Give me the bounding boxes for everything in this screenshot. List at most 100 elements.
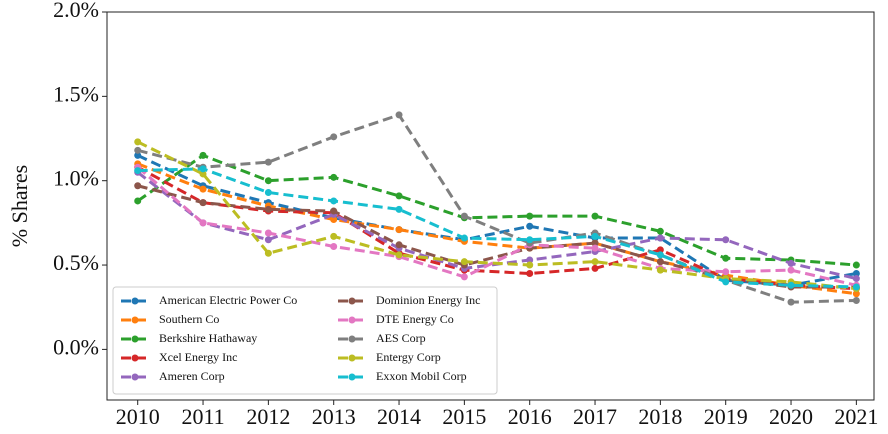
data-point [591, 212, 599, 220]
series-line [136, 153, 857, 267]
x-tick-label: 2015 [442, 404, 486, 429]
legend-box [112, 286, 498, 395]
data-point [852, 296, 860, 304]
data-point [656, 234, 664, 242]
data-point [526, 261, 534, 269]
series-line [137, 113, 857, 304]
data-point [656, 251, 664, 259]
data-point [264, 158, 272, 166]
y-tick-label: 0.0% [53, 334, 99, 359]
data-point [852, 283, 860, 291]
legend-label: Southern Co [159, 312, 219, 326]
data-point [460, 212, 468, 220]
legend-label: Entergy Corp [376, 350, 441, 364]
data-point [395, 111, 403, 119]
legend-marker [131, 316, 139, 324]
data-point [330, 242, 338, 250]
x-tick-label: 2012 [246, 404, 290, 429]
legend-label: Dominion Energy Inc [376, 293, 480, 307]
x-tick-label: 2016 [508, 404, 552, 429]
legend-label: Xcel Energy Inc [159, 350, 237, 364]
legend-label: Berkshire Hathaway [159, 331, 257, 345]
legend-label: Exxon Mobil Corp [376, 369, 467, 383]
x-tick-label: 2011 [181, 404, 224, 429]
data-point [722, 254, 730, 262]
data-point [134, 197, 142, 205]
data-point [330, 133, 338, 141]
data-point [199, 151, 207, 159]
x-tick-label: 2019 [704, 404, 748, 429]
data-point [656, 246, 664, 254]
legend-marker [348, 335, 356, 343]
data-point [134, 182, 142, 190]
series-line [137, 140, 857, 291]
data-point [460, 273, 468, 281]
data-point [460, 258, 468, 266]
data-point [330, 232, 338, 240]
data-point [395, 251, 403, 259]
legend-marker [131, 354, 139, 362]
legend-marker [131, 373, 139, 381]
data-point [656, 266, 664, 274]
legend-marker [348, 354, 356, 362]
x-tick-label: 2010 [116, 404, 160, 429]
y-axis-label: % Shares [7, 165, 32, 247]
legend-label: Ameren Corp [159, 369, 225, 383]
data-point [134, 146, 142, 154]
data-point [199, 170, 207, 178]
data-point [264, 205, 272, 213]
x-tick-label: 2014 [377, 404, 421, 429]
legend-marker [348, 316, 356, 324]
data-point [395, 205, 403, 213]
x-tick-label: 2018 [638, 404, 682, 429]
data-point [656, 258, 664, 266]
data-point [395, 241, 403, 249]
x-tick-label: 2017 [573, 404, 617, 429]
data-point [526, 222, 534, 230]
legend-marker [131, 297, 139, 305]
series-line [136, 166, 857, 287]
data-point [591, 239, 599, 247]
data-point [460, 234, 468, 242]
y-tick-label: 0.5% [53, 250, 99, 275]
data-point [526, 256, 534, 264]
legend-marker [348, 297, 356, 305]
data-point [722, 236, 730, 244]
data-point [134, 138, 142, 146]
data-point [591, 244, 599, 252]
legend-marker [348, 373, 356, 381]
data-point [199, 165, 207, 173]
y-tick-label: 2.0% [53, 0, 99, 22]
data-point [330, 197, 338, 205]
legend-label: AES Corp [376, 331, 426, 345]
data-point [526, 212, 534, 220]
data-point [591, 258, 599, 266]
data-point [330, 215, 338, 223]
series-line [137, 162, 857, 296]
data-point [852, 290, 860, 298]
data-point [199, 199, 207, 207]
data-point [526, 236, 534, 244]
series-line [137, 154, 857, 287]
legend-label: DTE Energy Co [376, 312, 454, 326]
data-point [526, 269, 534, 277]
data-point [264, 249, 272, 257]
legend-label: American Electric Power Co [159, 293, 297, 307]
data-point [330, 173, 338, 181]
data-point [264, 177, 272, 185]
data-point [852, 275, 860, 283]
data-point [787, 281, 795, 289]
y-tick-label: 1.0% [53, 166, 99, 191]
data-point [264, 229, 272, 237]
data-point [264, 189, 272, 197]
x-tick-label: 2021 [834, 404, 878, 429]
data-point [134, 151, 142, 159]
data-point [395, 192, 403, 200]
data-point [787, 259, 795, 267]
data-point [656, 227, 664, 235]
legend-marker [131, 335, 139, 343]
series-line [137, 167, 857, 289]
data-point [787, 298, 795, 306]
x-tick-label: 2020 [769, 404, 813, 429]
